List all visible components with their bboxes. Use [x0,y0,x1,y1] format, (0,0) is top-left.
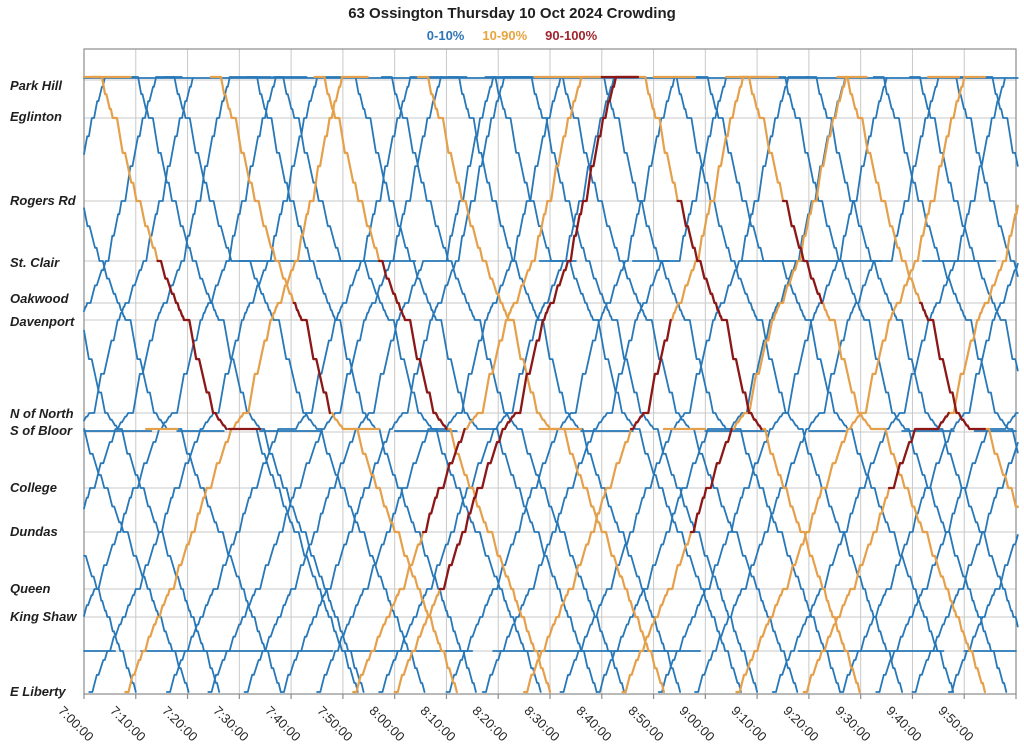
trip-line-o [735,75,986,694]
trip-line-b [83,207,282,693]
trip-line-b [83,76,183,312]
y-axis-label: Queen [10,581,51,596]
trip-line-b [805,76,1019,628]
trip-line-o [760,427,861,694]
trip-line-b [839,262,1019,693]
trip-line-o [124,75,369,694]
trip-line-b [163,76,426,693]
trip-line-b [872,76,1019,454]
legend-item-o: 10-90% [482,28,528,43]
chart-legend: 0-10% 10-90% 90-100% [0,28,1024,43]
trip-line-o [393,587,441,694]
trip-line-o [802,486,891,694]
y-axis-label: St. Clair [10,255,60,270]
trip-line-b [225,428,359,693]
trip-line-o [836,75,922,305]
trip-line-b [279,76,531,693]
trip-line-b [88,76,355,693]
trip-line-b [559,76,810,693]
legend-item-b: 0-10% [426,28,465,43]
trip-line-r [781,199,823,305]
trip-line-o [463,75,603,431]
trip-line-o [90,75,159,263]
trip-line-b [83,555,137,693]
trip-line-b [165,76,443,693]
trip-line-r [377,259,448,431]
trip-line-b [448,76,681,693]
trip-line-r [887,411,950,490]
trip-line-b [771,77,1006,693]
trip-line-b [83,76,272,510]
trip-line-o [634,75,679,203]
trip-line-b [246,76,477,693]
chart-title: 63 Ossington Thursday 10 Oct 2024 Crowdi… [348,5,676,22]
trip-line-b [911,441,1019,693]
trip-line-r [919,301,987,431]
trip-line-o [737,75,785,203]
trip-line-b [83,77,194,422]
trip-line-b [875,412,1019,693]
trip-line-r [292,301,332,415]
y-axis-label: Oakwood [10,291,69,306]
trip-line-b [83,428,190,693]
trip-line-o [328,411,458,694]
trip-line-o [730,75,868,431]
legend-item-r: 90-100% [545,28,598,43]
trip-line-r [629,318,672,431]
trip-line-r [676,199,763,431]
y-axis-label: S of Bloor [10,423,73,438]
trip-line-b [316,76,598,693]
y-axis-label: King Shaw [10,609,77,624]
trip-line-o [445,427,552,694]
trip-line-o [983,427,1019,509]
trip-line-r [156,259,228,431]
trip-line-r [421,427,466,534]
trip-line-b [243,76,536,693]
trip-line-r [689,427,733,534]
trip-line-b [83,76,137,155]
trip-line-b [774,76,1008,693]
y-axis-label: Dundas [10,524,58,539]
trip-line-b [207,76,468,693]
trip-line-o [523,427,633,694]
trip-line-b [83,76,308,617]
trip-line-b [657,77,888,693]
y-axis-label: College [10,480,57,495]
trip-line-b [272,76,542,693]
y-axis-label: N of North [10,406,74,421]
trip-line-r [438,75,638,591]
trip-line-b [593,76,841,693]
trip-line-b [445,76,702,693]
trip-line-o [209,75,295,305]
trip-line-b [694,76,966,693]
y-axis-label: Park Hill [10,78,63,93]
trip-line-o [416,75,665,694]
trip-line-b [981,76,1019,167]
trip-line-o [313,75,381,263]
trip-line-o [820,301,986,694]
trip-line-b [947,534,1019,693]
trip-line-b [481,77,727,693]
y-axis-label: Davenport [10,314,75,329]
trip-line-b [696,76,955,693]
trip-line-b [378,77,615,693]
y-axis-label: Rogers Rd [10,193,76,208]
y-axis-label: E Liberty [10,684,66,699]
trip-line-o [947,204,1019,415]
trip-line-o [669,75,770,322]
trip-line-o [352,530,425,694]
trip-line-b [551,76,799,693]
trip-line-b [344,76,598,693]
y-axis-label: Eglinton [10,109,62,124]
trip-line-b [127,76,365,693]
trip-line-b [595,77,846,693]
trip-line-b [520,76,758,693]
trip-line-o [621,530,693,694]
